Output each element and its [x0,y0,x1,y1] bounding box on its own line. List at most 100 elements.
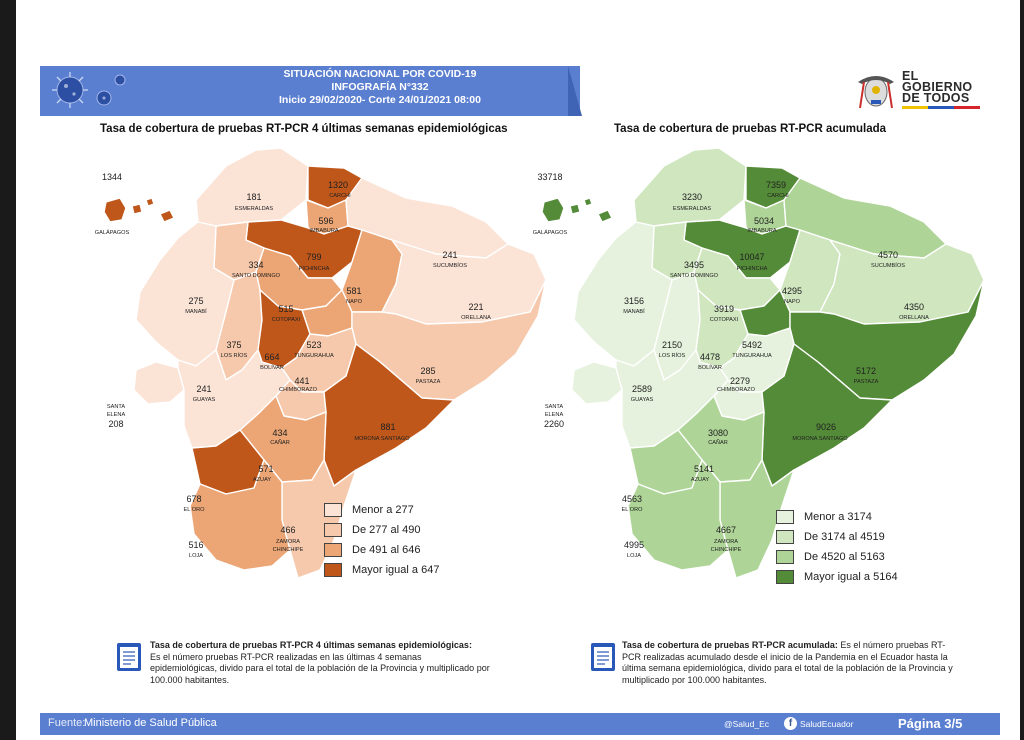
left-value-morona-santiago: 881 [380,422,395,432]
logo-bar-yellow [902,106,928,109]
right-value-canar: 3080 [708,428,728,438]
right-value-santa-elena: 2260 [544,419,564,429]
right-label-el-oro: EL ORO [622,507,644,513]
right-label-sucumbios: SUCUMBÍOS [871,262,905,269]
right-label-zamora-chinchipe: ZAMORA [714,539,738,545]
left-legend-swatch-4 [324,563,342,577]
left-value-santo-domingo-de-los-tsachilas: 334 [248,260,263,270]
left-label-azuay: AZUAY [253,477,272,483]
left-label-sucumbios: SUCUMBÍOS [433,262,467,269]
right-label-guayas: GUAYAS [631,397,654,403]
footer-facebook[interactable]: SaludEcuador [800,719,854,729]
left-value-carchi: 1320 [328,180,348,190]
right-value-bolivar: 4478 [700,352,720,362]
left-map-title: Tasa de cobertura de pruebas RT-PCR 4 úl… [100,123,508,135]
right-label-manabi: MANABÍ [623,308,645,315]
right-label-galapagos: GALÁPAGOS [533,229,568,236]
right-value-santo-domingo-de-los-tsachilas: 3495 [684,260,704,270]
right-label-zamora-chinchipe: CHINCHIPE [711,547,742,553]
right-label-azuay: AZUAY [691,477,710,483]
right-label-napo: NAPO [784,299,801,305]
left-value-zamora-chinchipe: 466 [280,525,295,535]
left-label-orellana: ORELLANA [461,315,491,321]
left-label-zamora-chinchipe: ZAMORA [276,539,300,545]
right-value-morona-santiago: 9026 [816,422,836,432]
left-label-pastaza: PASTAZA [416,379,441,385]
left-legend-label-1: Menor a 277 [352,504,414,516]
left-label-pichincha: PICHINCHA [299,266,330,272]
right-label-santo-domingo-de-los-tsachilas: SANTO DOMINGO [670,273,719,279]
right-note-title: Tasa de cobertura de pruebas RT-PCR acum… [622,640,838,650]
left-province-galapagos [103,197,175,223]
left-legend-swatch-3 [324,543,342,557]
right-label-santa-elena: SANTA [545,404,564,410]
right-value-imbabura: 5034 [754,216,774,226]
left-country-outline [133,147,546,579]
left-label-napo: NAPO [346,299,363,305]
right-label-morona-santiago: MORONA SANTIAGO [792,436,848,442]
left-value-napo: 581 [346,286,361,296]
footer-bar: Fuente: Ministerio de Salud Pública @Sal… [40,713,1000,735]
right-value-chimborazo: 2279 [730,376,750,386]
right-legend-label-3: De 4520 al 5163 [804,551,885,563]
left-value-chimborazo: 441 [294,376,309,386]
right-value-esmeraldas: 3230 [682,192,702,202]
left-label-galapagos: GALÁPAGOS [95,229,130,236]
right-legend-label-1: Menor a 3174 [804,511,872,523]
left-value-pichincha: 799 [306,252,321,262]
right-value-zamora-chinchipe: 4667 [716,525,736,535]
right-label-los-rios: LOS RÍOS [659,352,686,359]
footer-twitter[interactable]: @Salud_Ec [724,719,770,729]
left-value-los-rios: 375 [226,340,241,350]
left-province-esmeraldas [195,147,309,227]
ecuador-coat-of-arms-icon [858,76,894,109]
left-label-santa-elena: ELENA [107,412,126,418]
logo-bar-blue [928,106,954,109]
left-label-cotopaxi: COTOPAXI [272,317,301,323]
left-label-zamora-chinchipe: CHINCHIPE [273,547,304,553]
right-label-esmeraldas: ESMERALDAS [673,206,712,212]
header-line-1: SITUACIÓN NACIONAL POR COVID-19 [283,68,477,80]
footer-source: Ministerio de Salud Pública [84,717,217,729]
right-legend-label-2: De 3174 al 4519 [804,531,885,543]
right-label-pastaza: PASTAZA [854,379,879,385]
left-label-canar: CAÑAR [270,439,290,446]
virus-icon [52,72,126,108]
right-legend-swatch-2 [776,530,794,544]
right-label-bolivar: BOLÍVAR [698,364,722,371]
facebook-icon[interactable]: f [784,717,797,730]
right-value-galapagos: 33718 [537,172,562,182]
left-value-santa-elena: 208 [108,419,123,429]
right-label-canar: CAÑAR [708,439,728,446]
left-value-tungurahua: 523 [306,340,321,350]
left-note-title: Tasa de cobertura de pruebas RT-PCR 4 úl… [150,640,472,650]
right-value-carchi: 7359 [766,180,786,190]
left-value-guayas: 241 [196,384,211,394]
right-country-outline [571,147,984,579]
left-label-carchi: CARCHI [329,193,351,199]
left-label-el-oro: EL ORO [184,507,206,513]
right-province-galapagos [541,197,613,223]
logo-line-3: DE TODOS [902,91,970,105]
right-note-text: Es el número pruebas RT-PCR realizadas a… [622,640,953,685]
right-label-carchi: CARCHI [767,193,789,199]
right-value-guayas: 2589 [632,384,652,394]
left-label-los-rios: LOS RÍOS [221,352,248,359]
header-banner: SITUACIÓN NACIONAL POR COVID-19 INFOGRAF… [40,66,580,116]
left-legend-swatch-2 [324,523,342,537]
left-label-guayas: GUAYAS [193,397,216,403]
left-label-loja: LOJA [189,553,203,559]
header-line-3: Inicio 29/02/2020- Corte 24/01/2021 08:0… [279,94,481,106]
left-label-manabi: MANABÍ [185,308,207,315]
right-label-santa-elena: ELENA [545,412,564,418]
infographic-page: SITUACIÓN NACIONAL POR COVID-19 INFOGRAF… [16,0,1020,740]
left-value-galapagos: 1344 [102,172,122,182]
right-note: Tasa de cobertura de pruebas RT-PCR acum… [622,640,962,686]
right-value-sucumbios: 4570 [878,250,898,260]
header-line-2: INFOGRAFÍA N°332 [331,81,429,93]
right-legend-swatch-1 [776,510,794,524]
right-map-title: Tasa de cobertura de pruebas RT-PCR acum… [614,123,887,135]
left-value-cotopaxi: 515 [278,304,293,314]
left-legend-label-2: De 277 al 490 [352,524,421,536]
left-note-document-icon [117,643,141,671]
